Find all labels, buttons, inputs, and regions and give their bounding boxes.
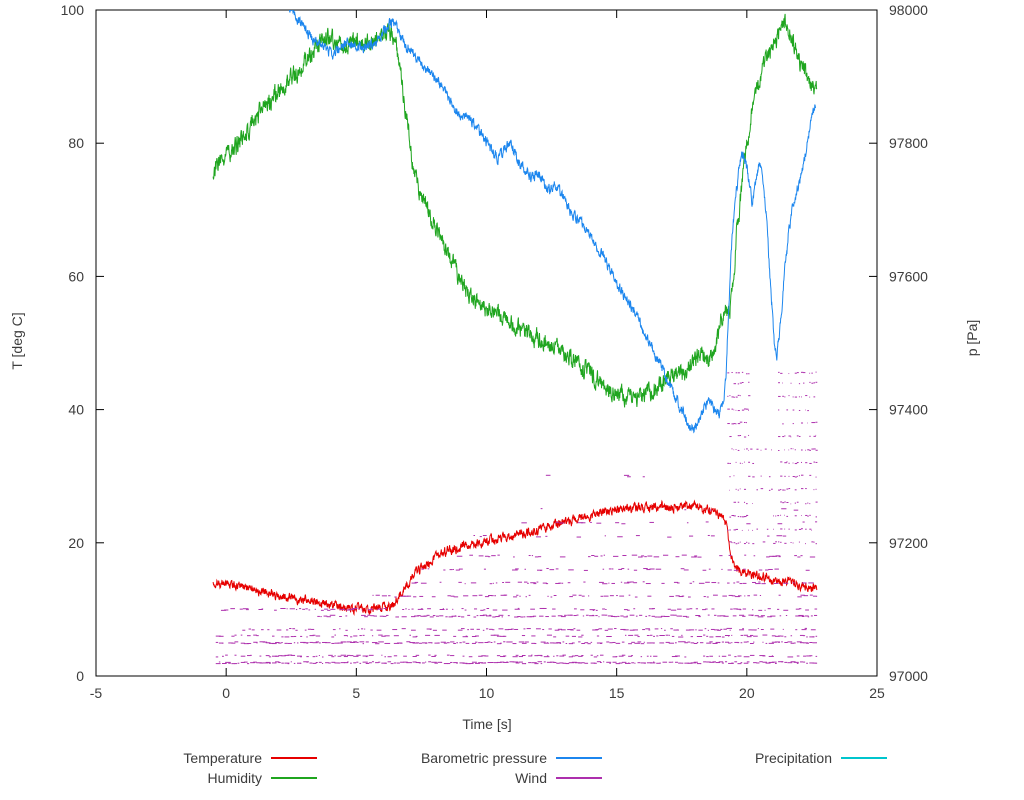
series-barometric-pressure — [289, 10, 816, 434]
y-right-tick-label: 98000 — [889, 2, 928, 18]
legend-item-humidity: Humidity — [0, 768, 317, 787]
x-axis-label: Time [s] — [462, 716, 512, 732]
legend-label-wind: Wind — [515, 769, 547, 786]
x-tick-label: 0 — [222, 685, 230, 701]
axes — [95, 9, 878, 677]
legend-item-temperature: Temperature — [0, 748, 317, 767]
x-tick-label: 20 — [739, 685, 755, 701]
x-tick-label: 10 — [479, 685, 495, 701]
tick-labels: -5 0 5 10 15 20 25 0 20 40 60 80 100 97000 97200 97400 9… — [61, 2, 929, 701]
y-left-tick-label: 100 — [61, 2, 85, 18]
legend-item-empty — [602, 768, 887, 787]
y-right-tick-label: 97800 — [889, 135, 928, 151]
y-right-tick-label: 97200 — [889, 535, 928, 551]
legend-item-barometric-pressure: Barometric pressure — [317, 748, 602, 767]
legend-line-humidity — [271, 776, 317, 779]
series-humidity — [212, 13, 818, 408]
x-tick-label: 25 — [869, 685, 885, 701]
legend-line-temperature — [271, 756, 317, 759]
y-left-tick-label: 40 — [68, 402, 84, 418]
y-left-tick-label: 80 — [68, 135, 84, 151]
legend-line-barometric-pressure — [556, 756, 602, 759]
legend-line-precipitation — [841, 756, 887, 759]
legend-label-humidity: Humidity — [207, 769, 262, 786]
legend-label-precipitation: Precipitation — [754, 749, 832, 766]
x-tick-label: 15 — [609, 685, 625, 701]
y-axis-label-right: p [Pa] — [964, 319, 980, 357]
legend: Temperature Barometric pressure Precipit… — [0, 748, 887, 787]
y-right-tick-label: 97400 — [889, 402, 928, 418]
y-right-tick-label: 97600 — [889, 268, 928, 284]
legend-item-precipitation: Precipitation — [602, 748, 887, 767]
legend-label-barometric-pressure: Barometric pressure — [420, 749, 547, 766]
x-tick-label: 5 — [352, 685, 360, 701]
y-left-tick-label: 60 — [68, 268, 84, 284]
legend-item-wind: Wind — [317, 768, 602, 787]
y-right-tick-label: 97000 — [889, 668, 928, 684]
x-tick-label: -5 — [90, 685, 103, 701]
y-axis-label-left: T [deg C] — [9, 312, 25, 370]
legend-label-temperature: Temperature — [183, 749, 262, 766]
series-temperature — [212, 499, 818, 617]
legend-line-wind — [556, 776, 602, 779]
series-wind — [215, 371, 818, 665]
y-left-tick-label: 20 — [68, 535, 84, 551]
y-left-tick-label: 0 — [76, 668, 84, 684]
